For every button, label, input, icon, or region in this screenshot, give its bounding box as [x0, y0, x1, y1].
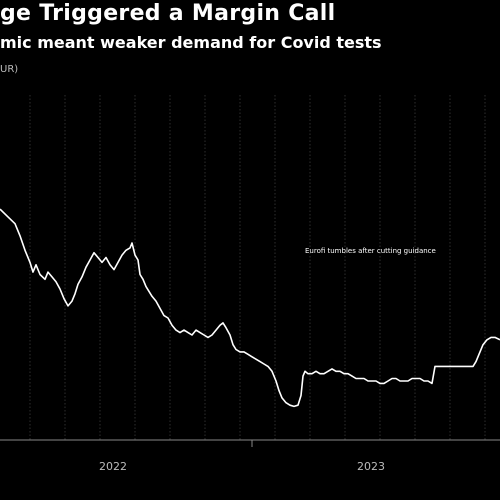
y-axis-unit-label: UR) — [0, 64, 19, 75]
annotation-label: Eurofi tumbles after cutting guidance — [305, 247, 436, 255]
series-line-0 — [0, 208, 500, 408]
x-axis-tick-labels: 2022 2023 — [99, 460, 385, 473]
chart-title: ge Triggered a Margin Call — [0, 1, 336, 26]
chart-subtitle: mic meant weaker demand for Covid tests — [0, 33, 382, 52]
annotation-group: Eurofi tumbles after cutting guidance — [305, 247, 436, 255]
x-tick-label-2023: 2023 — [357, 460, 385, 473]
x-tick-label-2022: 2022 — [99, 460, 127, 473]
x-axis — [0, 439, 500, 447]
grid-lines — [29, 95, 486, 440]
series-group — [0, 208, 500, 408]
